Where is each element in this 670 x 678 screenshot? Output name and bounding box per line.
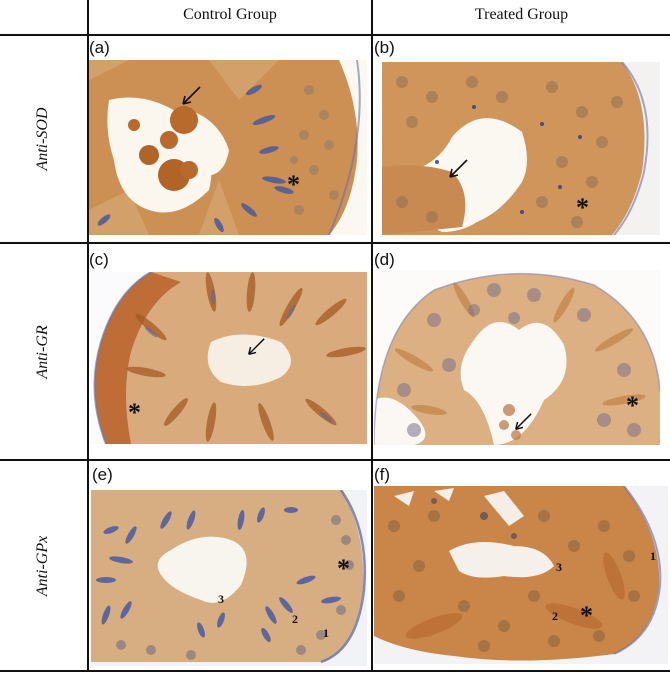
- group-column-divider: [371, 0, 373, 672]
- micrograph-e: [91, 490, 367, 666]
- column-header-control: Control Group: [183, 6, 277, 23]
- arrow-icon-a: [182, 86, 201, 105]
- panel-letter-f: (f): [374, 465, 391, 484]
- header-divider: [0, 34, 670, 36]
- row-label-anti-sod: Anti-SOD: [34, 107, 51, 171]
- micrograph-d: [374, 270, 660, 445]
- arrow-icon-b: [449, 159, 468, 178]
- asterisk-f: *: [580, 601, 593, 630]
- marker-number-1-f: 1: [650, 549, 656, 563]
- panel-letter-e: (e): [92, 465, 113, 484]
- asterisk-a: *: [287, 170, 300, 199]
- micrograph-f: [374, 486, 668, 664]
- micrograph-a: [89, 60, 367, 235]
- panel-letter-c: (c): [89, 250, 109, 269]
- marker-number-2-f: 2: [552, 609, 558, 623]
- arrow-icon-d: [515, 413, 532, 430]
- marker-number-1-e: 1: [323, 626, 329, 640]
- row-divider-1: [0, 242, 670, 244]
- panel-letter-b: (b): [374, 38, 395, 57]
- panel-letter-d: (d): [374, 250, 395, 269]
- column-header-treated: Treated Group: [474, 6, 569, 23]
- panel-letter-a: (a): [89, 38, 110, 57]
- marker-number-3-e: 3: [218, 592, 224, 606]
- asterisk-b: *: [576, 193, 589, 222]
- arrow-icon-c: [248, 338, 265, 355]
- asterisk-c: *: [128, 398, 141, 427]
- micrograph-c: [91, 272, 367, 444]
- row-divider-2: [0, 459, 670, 461]
- bottom-border: [0, 670, 670, 672]
- label-column-divider: [87, 0, 89, 672]
- asterisk-d: *: [626, 391, 639, 420]
- row-label-anti-gpx: Anti-GPx: [34, 535, 51, 596]
- row-label-anti-gr: Anti-GR: [34, 324, 51, 379]
- marker-number-2-e: 2: [292, 612, 298, 626]
- micrograph-b: [382, 62, 660, 235]
- asterisk-e: *: [337, 554, 350, 583]
- marker-number-3-f: 3: [556, 560, 562, 574]
